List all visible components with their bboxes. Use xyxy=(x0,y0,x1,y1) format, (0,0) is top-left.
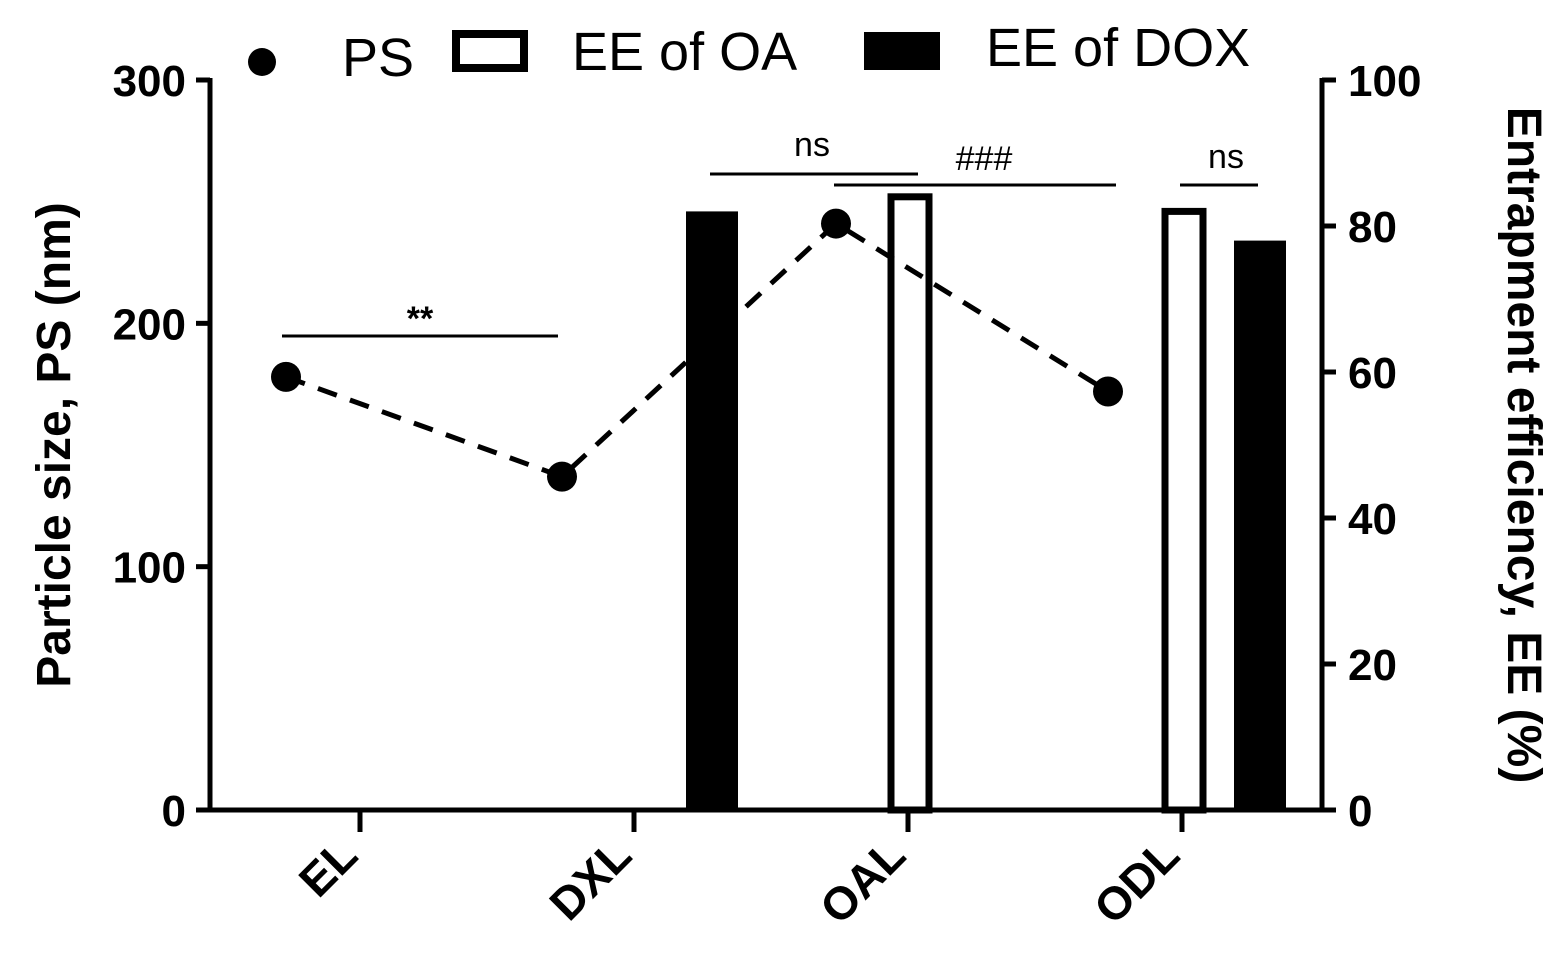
legend-ps-label: PS xyxy=(342,28,414,88)
ps-point-el xyxy=(271,361,301,392)
bar-ee-oa-oal xyxy=(887,193,933,814)
legend: PS EE of OA EE of DOX xyxy=(248,18,1250,88)
sig-label-ns-1: ns xyxy=(794,126,830,164)
x-axis-ticks: EL DXL OAL ODL xyxy=(289,810,1189,934)
legend-ee-oa-swatch xyxy=(452,30,528,72)
legend-ee-dox-swatch xyxy=(864,32,940,70)
ps-point-oal xyxy=(821,208,851,239)
bar-ee-oa-odl xyxy=(1161,207,1207,814)
category-label-dxl: DXL xyxy=(539,828,641,930)
right-axis-ticks: 0 20 40 60 80 100 xyxy=(1322,57,1421,836)
right-tick-label-20: 20 xyxy=(1348,641,1397,690)
ps-dashed-line xyxy=(285,220,1110,480)
left-axis-title: Particle size, PS (nm) xyxy=(28,202,81,688)
sig-label-ns-2: ns xyxy=(1208,138,1244,176)
legend-ps-marker xyxy=(248,48,276,76)
legend-ee-oa-label: EE of OA xyxy=(572,22,797,82)
category-label-el: EL xyxy=(289,828,367,906)
significance-annotations: ** ns ### ns xyxy=(282,126,1258,338)
left-tick-label-100: 100 xyxy=(113,544,186,593)
ps-point-odl xyxy=(1093,376,1123,407)
right-tick-label-40: 40 xyxy=(1348,495,1397,544)
category-label-oal: OAL xyxy=(810,828,915,933)
left-tick-label-300: 300 xyxy=(113,57,186,106)
bar-ee-dox-dxl xyxy=(686,211,738,810)
category-label-odl: ODL xyxy=(1084,828,1189,933)
legend-ee-dox-label: EE of DOX xyxy=(986,18,1250,78)
right-tick-label-80: 80 xyxy=(1348,203,1397,252)
bar-ee-dox-odl xyxy=(1234,240,1286,811)
sig-label-el-dxl: ** xyxy=(407,300,434,338)
sig-label-hash: ### xyxy=(956,140,1013,178)
left-tick-label-200: 200 xyxy=(113,300,186,349)
ps-point-dxl xyxy=(547,461,577,492)
ps-line-group xyxy=(271,208,1123,492)
bars-group xyxy=(686,193,1286,814)
right-tick-label-0: 0 xyxy=(1348,787,1372,836)
right-tick-label-60: 60 xyxy=(1348,349,1397,398)
right-tick-label-100: 100 xyxy=(1348,57,1421,106)
left-tick-label-0: 0 xyxy=(162,787,186,836)
left-axis-ticks: 0 100 200 300 xyxy=(113,57,210,836)
right-axis-title: Entrapment efficiency, EE (%) xyxy=(1497,107,1550,784)
